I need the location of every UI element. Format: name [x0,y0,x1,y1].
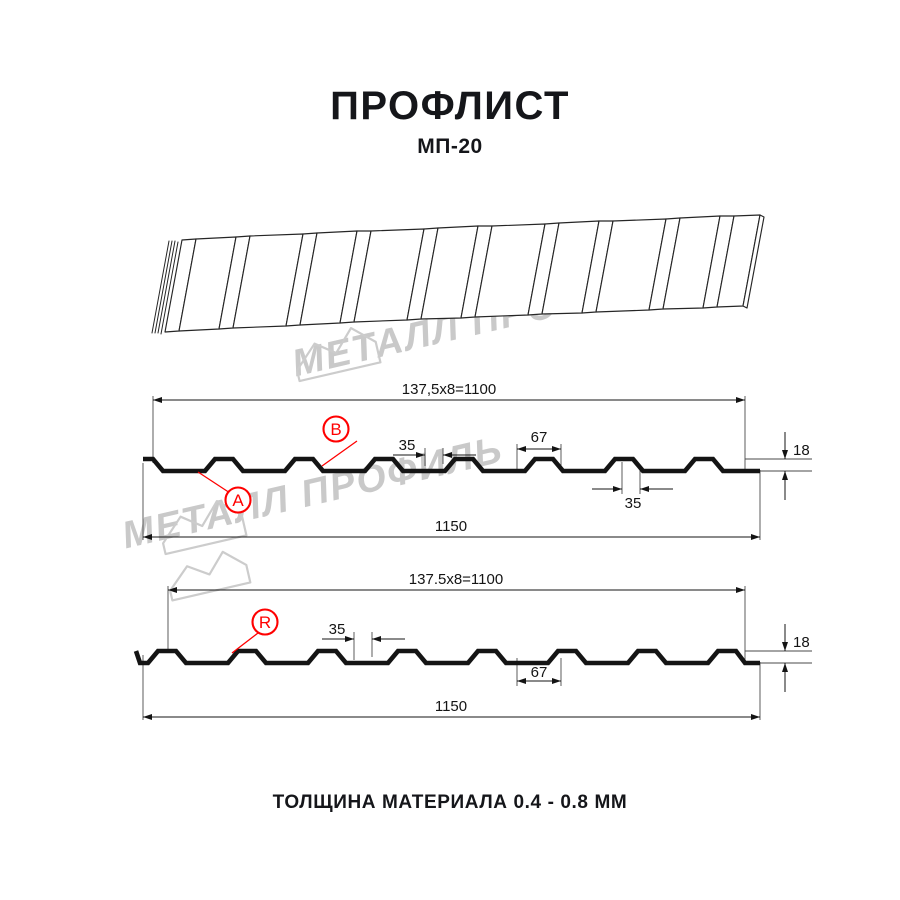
marker-r-label: R [259,613,271,632]
dimension-top-overall-label: 137.5x8=1100 [409,571,503,588]
isometric-profile-sheet [151,214,765,335]
marker-a-label: A [232,491,244,510]
dimension-height-label: 18 [793,442,810,459]
marker-b-label: B [330,420,341,439]
dimension-line-top-overall [168,587,745,593]
dimension-height-label: 18 [793,634,810,651]
dimension-line-crest-bottom [592,486,673,492]
dimension-line-crest-top [393,452,476,458]
dimension-line-bottom-overall [143,534,760,540]
dimension-bottom-overall-label: 1150 [435,698,467,715]
dimension-valley-label: 67 [531,664,548,681]
marker-a: A [197,471,252,514]
cross-section-lower: 137.5x8=1100 35 67 [133,571,812,720]
dimension-line-valley [517,678,561,684]
dimension-line-height [782,432,788,500]
dimension-valley-label: 67 [531,429,548,446]
marker-b: B [321,415,358,467]
material-thickness-note: ТОЛЩИНА МАТЕРИАЛА 0.4 - 0.8 ММ [272,792,628,813]
cross-section-upper: 137,5x8=1100 35 67 [142,381,812,540]
page-subtitle: МП-20 [417,135,483,158]
dimension-line-top-overall [153,397,745,403]
profile-outline-upper [143,456,760,474]
marker-r: R [231,608,279,654]
dimension-line-crest-top [322,636,405,642]
dimension-line-bottom-overall [143,714,760,720]
dimension-bottom-overall-label: 1150 [435,518,467,535]
watermark-logo-icon [161,326,382,602]
dimension-line-height [782,624,788,692]
dimension-line-valley [517,446,561,452]
dimension-crest-top-label: 35 [329,621,346,638]
extension-lines [142,586,812,720]
dimension-crest-bottom-label: 35 [625,495,642,512]
dimension-crest-top-label: 35 [399,437,416,454]
page-title: ПРОФЛИСТ [330,84,570,128]
profile-outline-lower [133,648,760,666]
dimension-top-overall-label: 137,5x8=1100 [402,381,496,398]
